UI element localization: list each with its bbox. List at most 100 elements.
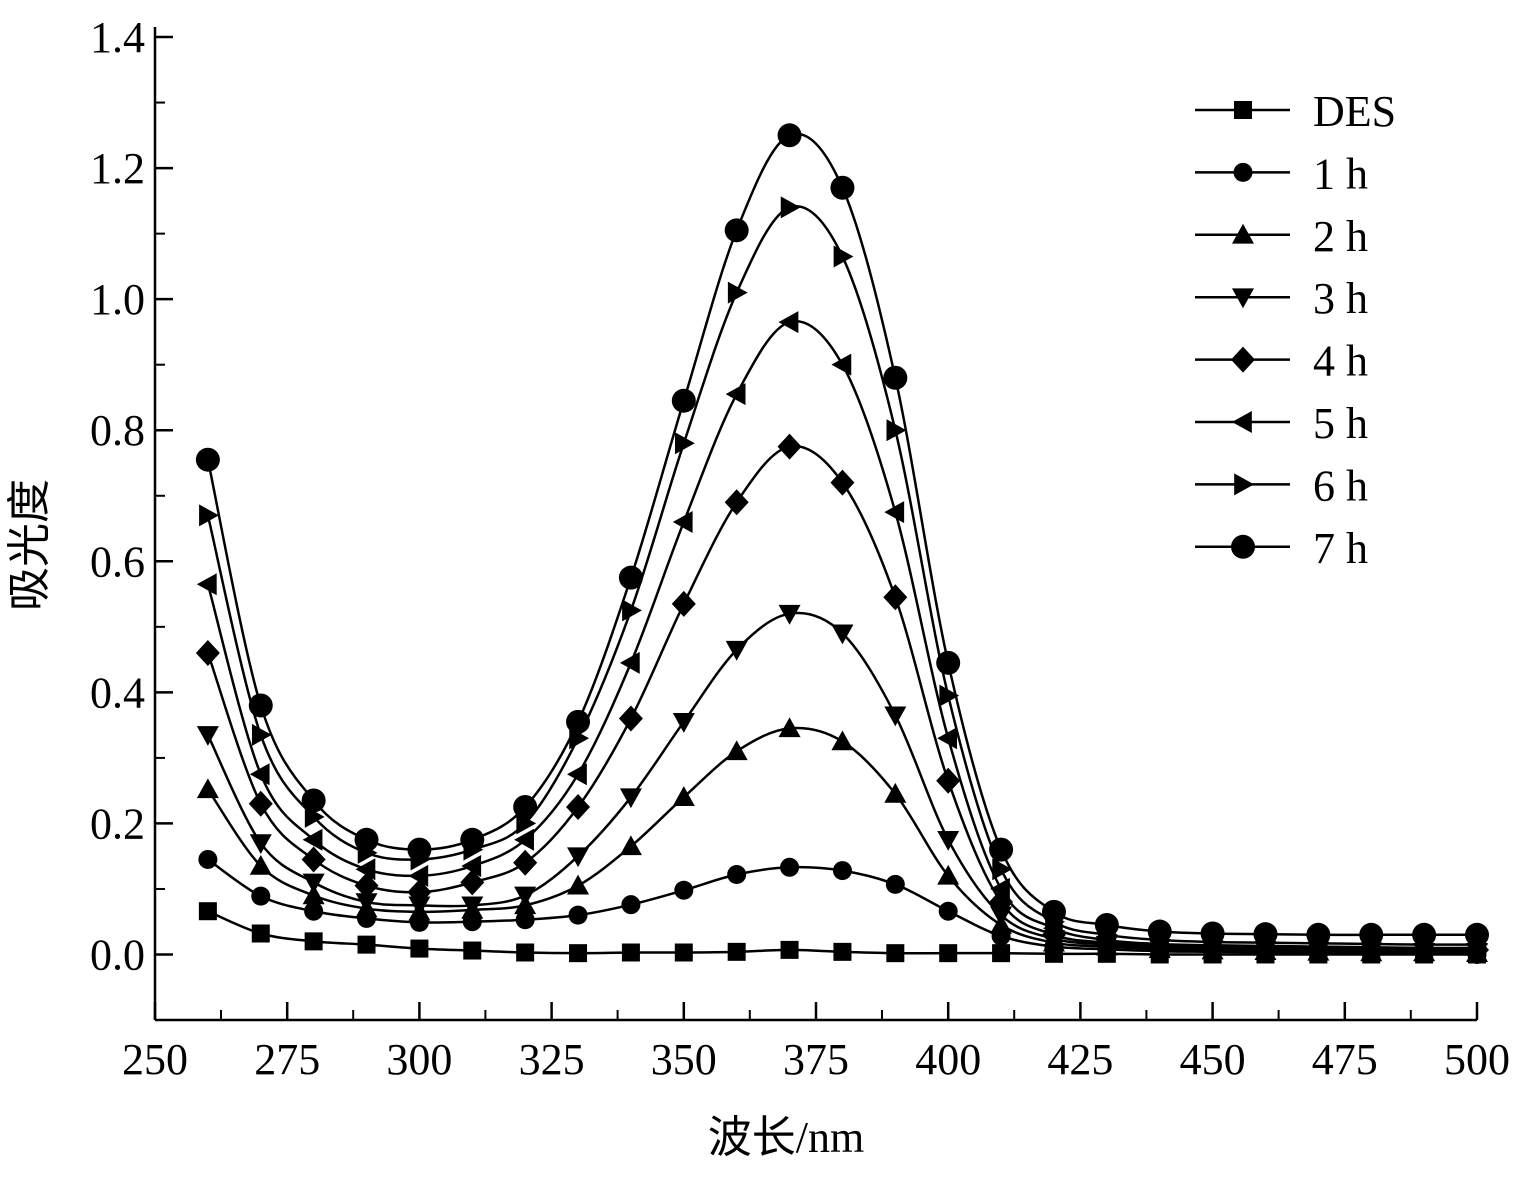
data-point-3h [461, 896, 484, 917]
data-point-des [357, 935, 376, 954]
legend-item-6h: 6 h [1195, 461, 1368, 510]
legend-label: 3 h [1313, 274, 1368, 323]
data-point-5h [355, 858, 376, 881]
data-point-4h [671, 590, 696, 617]
data-point-4h [724, 489, 749, 516]
data-point-des [410, 939, 429, 958]
series-4h [195, 433, 1489, 963]
data-point-4h [248, 790, 273, 817]
data-point-5h [408, 864, 429, 887]
data-point-1h [727, 865, 747, 885]
data-point-7h [830, 175, 855, 200]
data-point-5h [249, 763, 270, 786]
data-point-3h [302, 873, 325, 894]
y-tick-label: 1.0 [90, 275, 145, 324]
data-point-5h [461, 854, 482, 877]
data-point-4h [354, 872, 379, 899]
x-tick-label: 500 [1444, 1035, 1510, 1084]
data-point-2h [672, 786, 695, 806]
data-point-3h [831, 624, 854, 645]
data-point-4h [777, 433, 802, 460]
y-tick-label: 0.0 [90, 930, 145, 979]
y-axis-label: 吸光度 [5, 479, 54, 611]
data-point-des [780, 940, 799, 959]
legend-item-5h: 5 h [1195, 399, 1368, 448]
data-point-6h [992, 858, 1013, 881]
legend-label: 6 h [1313, 461, 1368, 510]
data-point-2h [725, 740, 748, 761]
legend-label: 4 h [1313, 337, 1368, 386]
data-point-7h [460, 827, 485, 852]
legend-marker-des [1234, 101, 1252, 119]
y-tick-label: 0.4 [90, 668, 145, 717]
data-point-6h [675, 432, 695, 455]
data-point-1h [885, 874, 905, 894]
data-point-5h [619, 651, 640, 674]
data-point-1h [251, 886, 271, 906]
data-point-5h [990, 877, 1010, 900]
data-point-2h [302, 884, 325, 905]
data-point-3h [672, 713, 695, 733]
data-point-2h [831, 730, 854, 751]
x-tick-label: 425 [1047, 1035, 1113, 1084]
legend-item-2h: 2 h [1195, 212, 1368, 261]
series-7h [195, 123, 1489, 947]
data-point-5h [937, 727, 957, 750]
data-point-7h [566, 709, 591, 734]
data-point-7h [354, 827, 379, 852]
data-point-2h [567, 874, 590, 895]
series-line-2h [206, 726, 1478, 955]
data-point-6h [780, 196, 801, 219]
x-tick-label: 325 [519, 1035, 585, 1084]
data-point-5h [514, 828, 534, 851]
data-point-7h [1041, 899, 1066, 924]
data-point-5h [672, 510, 693, 533]
data-point-3h [196, 726, 219, 746]
legend-label: 1 h [1313, 149, 1368, 198]
data-point-4h [301, 846, 326, 873]
data-point-des [463, 941, 482, 960]
data-point-des [516, 943, 535, 962]
data-point-des [833, 942, 852, 961]
data-point-4h [566, 794, 591, 821]
data-point-4h [936, 767, 961, 794]
data-point-3h [778, 604, 801, 625]
x-axis-label: 波长/nm [708, 1113, 864, 1162]
y-tick-label: 1.2 [90, 144, 145, 193]
data-point-7h [883, 365, 908, 390]
data-point-3h [884, 706, 907, 727]
axes: 0.0 0.2 0.4 0.6 0.8 1.0 1.2 1.4 250 275 300 325 350 3… [90, 13, 1510, 1084]
data-point-des [251, 924, 270, 943]
data-point-2h [937, 864, 960, 885]
data-point-6h [727, 281, 748, 304]
data-point-1h [621, 895, 641, 915]
data-point-4h [407, 879, 432, 906]
data-point-1h [515, 910, 535, 930]
legend-label: 7 h [1313, 524, 1368, 573]
series-3h [196, 604, 1488, 963]
data-point-6h [199, 504, 219, 527]
data-point-des [304, 932, 323, 951]
data-point-2h [884, 782, 907, 803]
data-point-1h [568, 905, 588, 925]
legend-marker-6h [1234, 473, 1254, 496]
data-point-des [939, 944, 958, 963]
data-point-7h [671, 388, 696, 413]
data-point-5h [725, 383, 746, 406]
legend-marker-4h [1231, 346, 1255, 373]
data-point-7h [1147, 919, 1172, 944]
data-point-7h [724, 218, 749, 243]
data-point-7h [513, 795, 538, 820]
data-point-7h [407, 837, 432, 862]
data-point-3h [355, 893, 378, 914]
data-point-5h [831, 353, 852, 376]
legend-label: 2 h [1313, 212, 1368, 261]
data-point-des [674, 943, 693, 962]
data-point-3h [567, 847, 590, 868]
data-point-1h [674, 880, 694, 900]
data-point-5h [302, 828, 323, 851]
data-point-4h [513, 849, 538, 876]
x-tick-label: 250 [122, 1035, 188, 1084]
legend-marker-7h [1231, 534, 1255, 559]
